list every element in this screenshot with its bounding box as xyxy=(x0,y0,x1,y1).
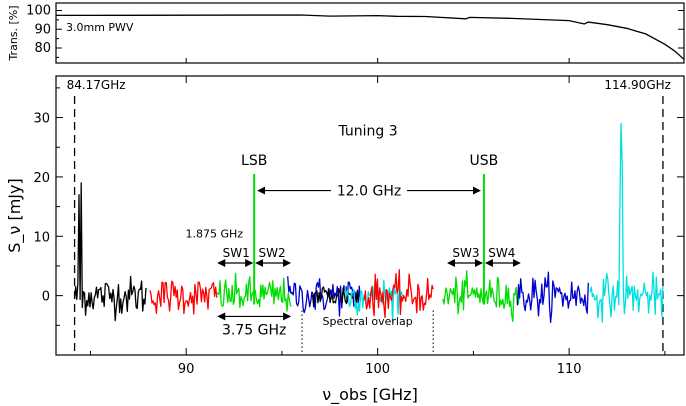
overlap-label: Spectral overlap xyxy=(322,315,412,328)
spectrum-segment xyxy=(287,276,362,317)
spectrum-ytick-label: 10 xyxy=(33,230,50,245)
spectrum-segment xyxy=(516,271,589,324)
spectrum-ylabel: S_ν [mJy] xyxy=(5,178,25,252)
spectrum-ytick-label: 0 xyxy=(42,290,50,305)
spectrum-xlabel: ν_obs [GHz] xyxy=(322,385,418,405)
spectrum-xtick-label: 110 xyxy=(557,362,582,377)
band-edge-label: 84.17GHz xyxy=(67,78,126,92)
transmission-curve xyxy=(55,14,685,60)
transmission-ytick-label: 80 xyxy=(34,41,51,56)
pwv-annotation: 3.0mm PWV xyxy=(66,21,134,34)
tuning-label: Tuning 3 xyxy=(337,123,397,139)
subband-width-label: 1.875 GHz xyxy=(185,227,243,240)
sw3-label: SW3 xyxy=(452,246,479,260)
sw1-label: SW1 xyxy=(223,246,250,260)
if-separation-label-bg xyxy=(331,181,408,200)
spectrum-xtick-label: 100 xyxy=(365,362,390,377)
spectrum-ytick-label: 20 xyxy=(33,171,50,186)
spectrum-segment xyxy=(344,279,404,324)
transmission-ylabel: Trans. [%] xyxy=(7,5,20,61)
if-separation-label: 12.0 GHz xyxy=(337,184,401,200)
lsb-label: LSB xyxy=(241,153,267,169)
sw2-label: SW2 xyxy=(259,246,286,260)
spectrum-segment xyxy=(149,280,218,315)
spectrum-panel: 0 10 20 30 90 100 110 ν_obs [GHz] S_ν [mJy] 84.17… xyxy=(5,75,685,405)
band-edge-label: 114.90GHz xyxy=(604,78,671,92)
spectrum-segment xyxy=(363,269,434,319)
usb-label: USB xyxy=(470,153,499,169)
transmission-ytick-label: 100 xyxy=(26,4,51,19)
transmission-frame xyxy=(55,2,685,64)
transmission-panel: 80 90 100 3.0mm PWV Trans. [%] xyxy=(7,2,685,64)
sw4-label: SW4 xyxy=(488,246,515,260)
transmission-ytick-label: 90 xyxy=(34,22,51,37)
spectrum-segment xyxy=(73,182,147,322)
spectrum-frame xyxy=(55,75,685,356)
lsb-width-label: 3.75 GHz xyxy=(222,322,286,338)
spectrum-segment xyxy=(589,122,664,323)
spectrum-xtick-label: 90 xyxy=(178,362,195,377)
spectrum-segment xyxy=(442,270,520,323)
spectrum-ytick-label: 30 xyxy=(33,112,50,127)
